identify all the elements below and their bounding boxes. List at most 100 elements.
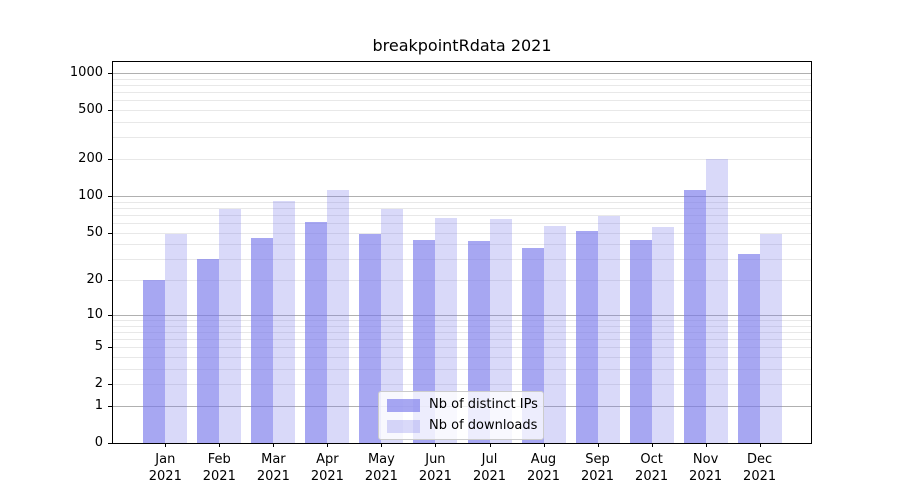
y-tick-mark — [108, 384, 112, 386]
x-tick-mark — [219, 443, 221, 447]
y-tick-mark — [108, 196, 112, 197]
minor-gridline — [113, 384, 811, 386]
major-gridline — [113, 196, 811, 197]
bar-downloads — [759, 234, 782, 443]
x-tick-label: Jan 2021 — [148, 452, 182, 484]
legend-label-downloads: Nb of downloads — [429, 418, 538, 433]
bar-downloads — [489, 219, 512, 443]
bar-downloads — [597, 216, 620, 443]
bar-downloads — [435, 217, 458, 443]
bar-distinct-ips — [197, 259, 220, 443]
minor-gridline — [113, 357, 811, 358]
bar-downloads — [273, 201, 296, 443]
minor-gridline — [113, 110, 811, 112]
minor-gridline — [113, 223, 811, 224]
bar-distinct-ips — [143, 279, 166, 443]
minor-gridline — [113, 339, 811, 340]
x-tick-mark — [435, 443, 437, 447]
minor-gridline — [113, 92, 811, 94]
x-tick-label: Oct 2021 — [635, 452, 669, 484]
x-tick-mark — [759, 443, 761, 447]
x-tick-label: Mar 2021 — [256, 452, 290, 484]
minor-gridline — [113, 232, 811, 234]
x-tick-mark — [543, 443, 545, 447]
bar-downloads — [165, 234, 188, 443]
minor-gridline — [113, 325, 811, 327]
y-tick-label: 500 — [78, 102, 103, 118]
minor-gridline — [113, 244, 811, 246]
minor-gridline — [113, 319, 811, 321]
minor-gridline — [113, 201, 811, 203]
bar-downloads — [381, 208, 404, 443]
minor-gridline — [113, 369, 811, 370]
bar-distinct-ips — [359, 234, 382, 443]
x-tick-label: Nov 2021 — [689, 452, 723, 484]
x-tick-mark — [597, 443, 599, 447]
x-tick-label: Jul 2021 — [472, 452, 507, 484]
bar-distinct-ips — [737, 254, 760, 443]
y-tick-label: 1 — [94, 398, 103, 414]
x-tick-label: May 2021 — [364, 452, 398, 484]
x-tick-mark — [327, 443, 329, 447]
x-tick-label: Sep 2021 — [580, 452, 615, 484]
y-tick-label: 100 — [78, 188, 103, 203]
y-tick-mark — [108, 110, 112, 112]
x-tick-mark — [651, 443, 653, 447]
minor-gridline — [113, 159, 811, 161]
bar-downloads — [705, 158, 728, 443]
x-tick-mark — [273, 443, 275, 447]
y-tick-label: 5 — [94, 339, 103, 355]
legend-row-distinct-ips: Nb of distinct IPs — [387, 398, 538, 412]
bar-downloads — [543, 226, 566, 443]
minor-gridline — [113, 331, 811, 333]
x-tick-mark — [489, 443, 491, 447]
bar-distinct-ips — [683, 189, 706, 443]
legend: Nb of distinct IPs Nb of downloads — [378, 391, 544, 440]
minor-gridline — [113, 347, 811, 349]
minor-gridline — [113, 122, 811, 124]
minor-gridline — [113, 280, 811, 282]
plot-area: 1000 500 200 100 50 20 10 5 2 1 0 Jan 2021 Feb 2021… — [70, 61, 812, 484]
x-tick-mark — [705, 443, 707, 447]
y-tick-mark — [108, 159, 112, 161]
major-gridline — [113, 73, 811, 74]
major-gridline — [113, 314, 811, 316]
x-tick-label: Feb 2021 — [202, 452, 236, 484]
y-tick-mark — [108, 443, 112, 445]
x-tick-label: Dec 2021 — [743, 452, 777, 484]
x-tick-label: Apr 2021 — [310, 452, 344, 484]
y-tick-label: 200 — [78, 151, 103, 167]
x-tick-label: Aug 2021 — [526, 452, 561, 484]
y-tick-mark — [108, 73, 112, 74]
legend-swatch-downloads — [387, 419, 420, 433]
x-tick-mark — [381, 443, 383, 447]
y-tick-mark — [108, 347, 112, 349]
legend-row-downloads: Nb of downloads — [387, 418, 538, 433]
y-tick-label: 50 — [86, 224, 103, 240]
bar-downloads — [219, 208, 242, 443]
y-tick-label: 20 — [86, 272, 103, 288]
bar-distinct-ips — [575, 231, 598, 443]
minor-gridline — [113, 100, 811, 102]
bar-distinct-ips — [629, 240, 652, 443]
bar-downloads — [327, 189, 350, 443]
y-tick-mark — [108, 406, 112, 408]
y-tick-mark — [108, 314, 112, 316]
x-tick-mark — [165, 443, 167, 447]
x-tick-label: Jun 2021 — [418, 452, 452, 484]
bar-distinct-ips — [251, 237, 274, 443]
y-tick-label: 1000 — [69, 65, 103, 80]
minor-gridline — [113, 85, 811, 86]
minor-gridline — [113, 137, 811, 139]
minor-gridline — [113, 78, 811, 80]
minor-gridline — [113, 214, 811, 216]
y-tick-mark — [108, 280, 112, 282]
y-tick-label: 2 — [94, 376, 103, 392]
y-tick-mark — [108, 232, 112, 234]
minor-gridline — [113, 207, 811, 209]
y-tick-label: 10 — [86, 306, 103, 322]
minor-gridline — [113, 259, 811, 261]
y-tick-label: 0 — [94, 435, 103, 451]
bar-downloads — [651, 227, 674, 443]
